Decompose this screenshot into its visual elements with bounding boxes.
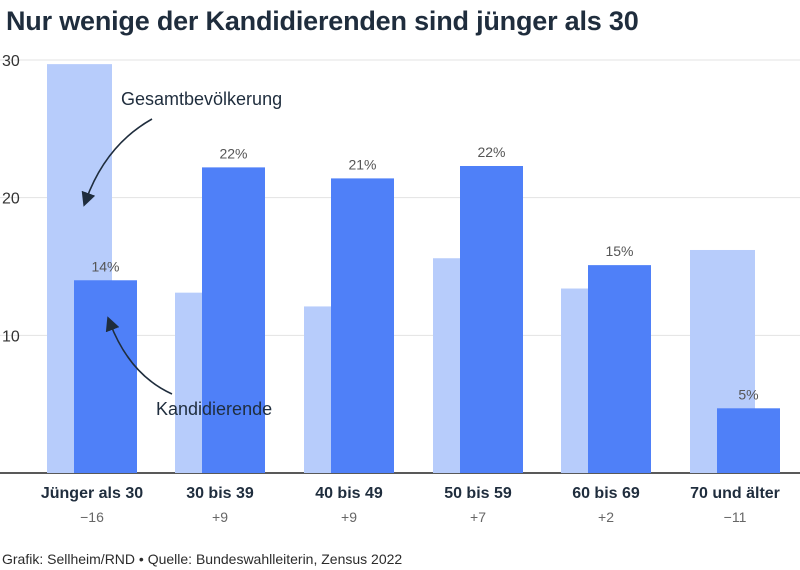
bar-chart: 10 20 30 14% Jünger als 30 −16 22% 30 bis 39 +9 2…: [0, 53, 800, 525]
data-label: 22%: [477, 144, 505, 160]
x-tick-label: 60 bis 69: [572, 485, 640, 502]
difference-label: −16: [80, 509, 104, 525]
y-tick-label: 20: [2, 191, 20, 208]
data-label: 22%: [219, 145, 247, 161]
bar-kandidierende: [717, 408, 780, 473]
annotation-kandidierende: Kandidierende: [156, 399, 272, 419]
bar-kandidierende: [460, 166, 523, 473]
bar-kandidierende: [588, 265, 651, 473]
x-tick-label: 40 bis 49: [315, 485, 383, 502]
data-label: 15%: [605, 243, 633, 259]
x-tick-label: 30 bis 39: [186, 485, 254, 502]
bar-kandidierende: [331, 178, 394, 474]
annotation-gesamtbevoelkerung: Gesamtbevölkerung: [121, 89, 282, 109]
difference-label: +7: [470, 509, 486, 525]
y-tick-label: 10: [2, 328, 20, 345]
chart-title: Nur wenige der Kandidierenden sind jünge…: [6, 6, 639, 36]
bar-kandidierende: [74, 280, 137, 473]
source-note: Grafik: Sellheim/RND • Quelle: Bundeswah…: [2, 551, 403, 567]
x-tick-label: 70 und älter: [690, 485, 780, 502]
difference-label: −11: [724, 509, 747, 525]
arrow-icon: [105, 316, 173, 395]
x-tick-label: Jünger als 30: [41, 485, 143, 502]
difference-label: +9: [212, 509, 228, 525]
x-tick-label: 50 bis 59: [444, 485, 512, 502]
y-tick-label: 30: [2, 53, 20, 70]
bar-kandidierende: [202, 167, 265, 473]
difference-label: +9: [341, 509, 357, 525]
data-label: 5%: [738, 386, 758, 402]
arrow-icon: [81, 118, 153, 207]
data-label: 21%: [348, 156, 376, 172]
difference-label: +2: [598, 509, 614, 525]
data-label: 14%: [91, 258, 119, 274]
